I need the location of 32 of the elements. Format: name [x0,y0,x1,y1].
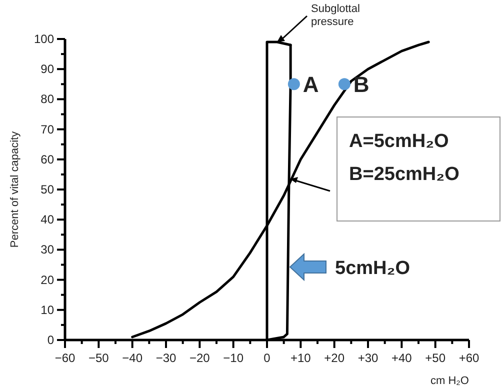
series-label: B [353,72,370,98]
y-tick-label: 50 [40,182,54,196]
y-tick-label: 70 [40,122,54,136]
y-tick-label: 60 [40,152,54,166]
x-tick-label: +50 [425,351,446,365]
x-tick-label: +40 [391,351,412,365]
x-tick-label: −20 [189,351,210,365]
y-tick-label: 0 [47,333,54,347]
x-tick-label: 0 [264,351,271,365]
x-tick-label: −10 [223,351,244,365]
series-label: A [302,72,319,98]
text: Subglottal pressure [311,3,360,28]
annotation: 5cmH₂O [335,258,410,279]
y-tick-label: 90 [40,62,54,76]
x-tick-label: +10 [290,351,312,365]
x-tick-label: −30 [156,351,176,365]
y-tick-label: 80 [40,92,54,106]
annotation: A=5cmH₂O [349,131,449,152]
x-tick-label: −40 [122,351,143,365]
y-tick-label: 10 [40,302,54,317]
annotation: B=25cmH₂O [349,164,460,185]
x-axis-title: cm H₂O [430,375,470,387]
x-tick-label: −60 [54,351,76,365]
y-tick-label: 40 [40,212,54,227]
x-tick-label: +30 [358,351,378,365]
x-tick-label: −50 [88,351,110,365]
x-tick-label: +20 [324,351,345,365]
y-axis-title: Percent of vital capacity [9,130,21,248]
y-tick-label: 100 [34,32,54,46]
y-tick-label: 30 [40,242,54,257]
x-tick-label: +60 [458,351,480,365]
y-tick-label: 20 [40,272,54,287]
